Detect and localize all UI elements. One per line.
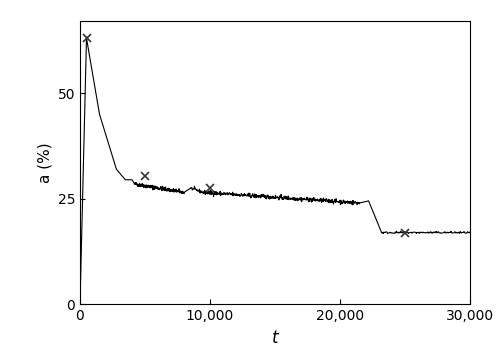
- X-axis label: t: t: [272, 329, 278, 347]
- Y-axis label: a (%): a (%): [37, 143, 52, 183]
